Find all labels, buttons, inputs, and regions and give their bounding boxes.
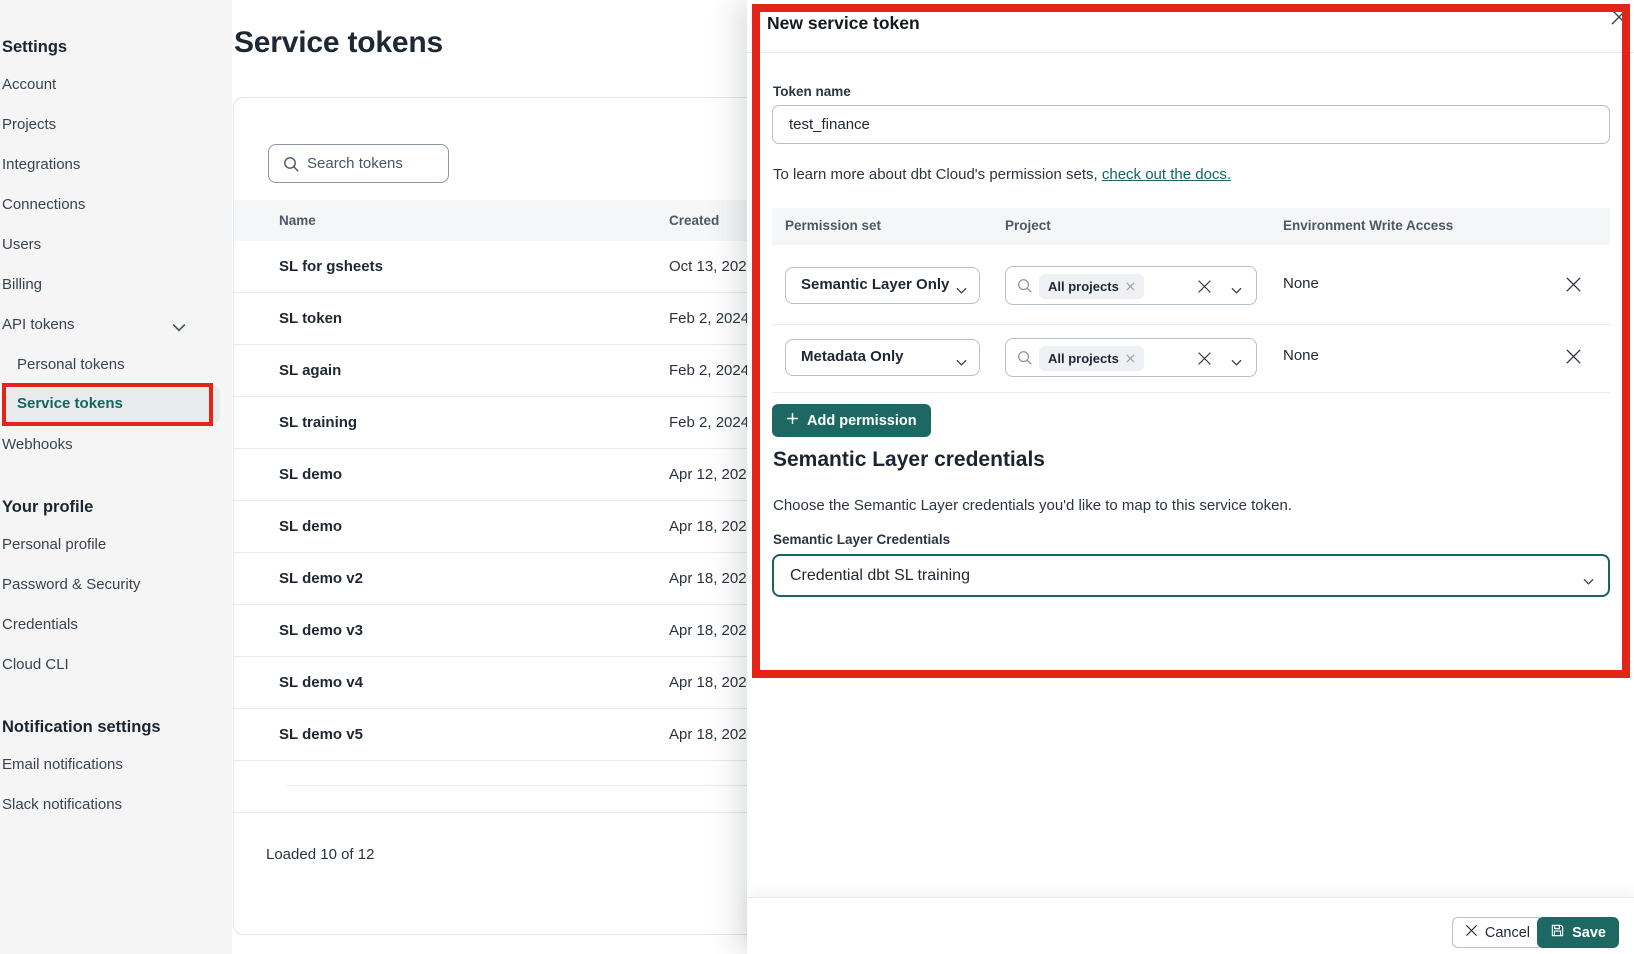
column-header-created: Created <box>669 213 720 228</box>
search-icon <box>1017 350 1033 371</box>
column-environment-write-access: Environment Write Access <box>1283 218 1454 233</box>
chevron-down-icon <box>956 354 967 372</box>
clear-selection-icon[interactable] <box>1197 351 1212 371</box>
project-chip: All projects <box>1039 346 1144 371</box>
settings-sidebar: Settings Account Projects Integrations C… <box>0 0 232 954</box>
docs-link[interactable]: check out the docs. <box>1101 166 1232 183</box>
sidebar-item-webhooks[interactable]: Webhooks <box>2 436 73 453</box>
permissions-header-row: Permission set Project Environment Write… <box>772 208 1610 245</box>
sidebar-item-cloud-cli[interactable]: Cloud CLI <box>2 656 69 673</box>
sidebar-item-service-tokens[interactable] <box>4 386 220 423</box>
chevron-down-icon <box>1583 573 1594 591</box>
token-name-input[interactable] <box>772 105 1610 144</box>
sidebar-item-credentials[interactable]: Credentials <box>2 616 78 633</box>
drawer-title: New service token <box>767 13 920 33</box>
env-write-access-value: None <box>1283 347 1319 364</box>
close-icon <box>1465 924 1478 941</box>
chevron-down-icon <box>956 282 967 300</box>
sidebar-heading-notification-settings: Notification settings <box>2 718 161 736</box>
permission-row: Semantic Layer Only All projects None <box>772 245 1610 325</box>
sidebar-item-service-tokens-label[interactable]: Service tokens <box>17 395 123 412</box>
sidebar-item-email-notifications[interactable]: Email notifications <box>2 756 123 773</box>
plus-icon <box>786 412 799 429</box>
close-icon[interactable] <box>1608 7 1630 29</box>
sidebar-item-personal-profile[interactable]: Personal profile <box>2 536 107 553</box>
sidebar-item-connections[interactable]: Connections <box>2 196 86 213</box>
permission-set-select[interactable]: Metadata Only <box>785 339 980 376</box>
drawer-header: New service token <box>747 0 1634 53</box>
table-footer-count: Loaded 10 of 12 <box>266 846 375 863</box>
sidebar-item-account[interactable]: Account <box>2 76 57 93</box>
sidebar-item-personal-tokens[interactable]: Personal tokens <box>17 356 125 373</box>
semantic-layer-credentials-label: Semantic Layer Credentials <box>773 532 951 547</box>
page-title: Service tokens <box>234 26 443 59</box>
sidebar-item-projects[interactable]: Projects <box>2 116 57 133</box>
save-icon <box>1550 923 1565 942</box>
token-name-label: Token name <box>773 84 851 99</box>
sidebar-item-api-tokens[interactable]: API tokens <box>2 316 75 333</box>
search-tokens-box[interactable] <box>268 144 449 183</box>
column-header-name: Name <box>279 213 316 228</box>
drawer-footer: Cancel Save <box>747 897 1634 954</box>
permission-set-select[interactable]: Semantic Layer Only <box>785 267 980 304</box>
column-project: Project <box>1005 218 1051 233</box>
new-service-token-drawer: New service token Token name To learn mo… <box>747 0 1634 954</box>
sidebar-item-billing[interactable]: Billing <box>2 276 43 293</box>
remove-permission-icon[interactable] <box>1565 348 1583 366</box>
semantic-layer-credentials-select[interactable]: Credential dbt SL training <box>772 554 1610 597</box>
save-button[interactable]: Save <box>1537 917 1619 948</box>
cancel-button[interactable]: Cancel <box>1451 917 1543 948</box>
chevron-down-icon[interactable] <box>1231 282 1242 300</box>
search-icon <box>1017 278 1033 299</box>
clear-selection-icon[interactable] <box>1197 279 1212 299</box>
chip-remove-icon[interactable] <box>1126 354 1135 363</box>
sidebar-item-integrations[interactable]: Integrations <box>2 156 81 173</box>
column-permission-set: Permission set <box>785 218 882 233</box>
permission-row: Metadata Only All projects None <box>772 325 1610 393</box>
project-chip: All projects <box>1039 274 1144 299</box>
env-write-access-value: None <box>1283 275 1319 292</box>
semantic-layer-credentials-heading: Semantic Layer credentials <box>773 448 1045 471</box>
sidebar-heading-settings: Settings <box>2 38 68 56</box>
chevron-down-icon <box>172 320 188 332</box>
semantic-layer-credentials-description: Choose the Semantic Layer credentials yo… <box>773 497 1292 514</box>
sidebar-heading-your-profile: Your profile <box>2 498 94 516</box>
search-icon <box>284 157 299 172</box>
add-permission-button[interactable]: Add permission <box>772 404 931 437</box>
remove-permission-icon[interactable] <box>1565 276 1583 294</box>
chip-remove-icon[interactable] <box>1126 282 1135 291</box>
sidebar-item-users[interactable]: Users <box>2 236 42 253</box>
project-multiselect[interactable]: All projects <box>1005 338 1257 377</box>
project-multiselect[interactable]: All projects <box>1005 266 1257 305</box>
search-input[interactable] <box>307 146 445 181</box>
permission-docs-text: To learn more about dbt Cloud's permissi… <box>773 166 1232 183</box>
sidebar-item-password-security[interactable]: Password & Security <box>2 576 141 593</box>
sidebar-item-slack-notifications[interactable]: Slack notifications <box>2 796 123 813</box>
chevron-down-icon[interactable] <box>1231 354 1242 372</box>
